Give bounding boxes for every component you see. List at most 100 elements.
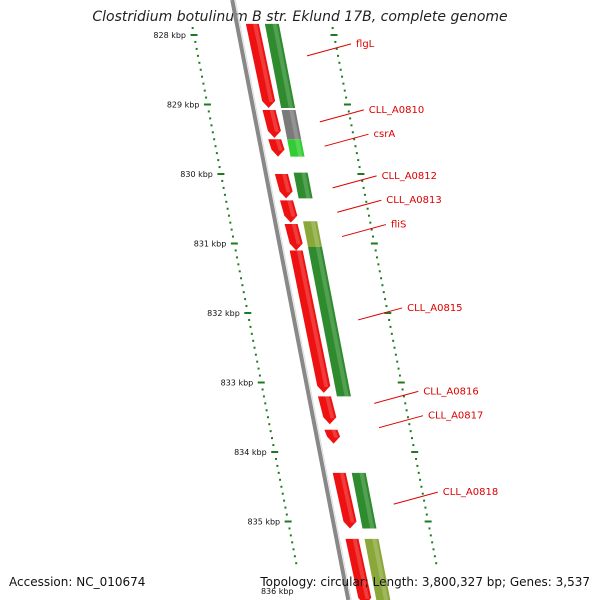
cds-body	[351, 472, 377, 529]
cds-shine	[252, 23, 274, 102]
backbone	[230, 0, 352, 600]
cds-shine	[291, 224, 301, 245]
cds-body	[245, 23, 276, 108]
cds-shine	[275, 139, 283, 151]
cds-feature	[284, 224, 303, 251]
genome-summary-text: Topology: circular; Length: 3,800,327 bp…	[260, 575, 590, 589]
gene-label-leader	[378, 415, 424, 429]
gene-label-leader	[374, 390, 419, 404]
gene-label-leader	[358, 307, 403, 321]
gene-label: CLL_A0810	[319, 105, 424, 123]
gene-label-leader	[306, 43, 352, 57]
cds-body	[284, 224, 303, 251]
cds-feature	[293, 172, 313, 199]
gene-label-text: CLL_A0816	[423, 386, 478, 397]
scale-tick-label: 830 kbp	[180, 170, 213, 179]
gene-label: CLL_A0813	[337, 195, 442, 213]
cds-feature	[264, 23, 296, 108]
cds-body	[345, 538, 372, 600]
gene-label: CLL_A0817	[378, 411, 483, 429]
gene-label-leader	[393, 491, 438, 505]
scale-tick-label: 828 kbp	[153, 31, 186, 40]
gene-label-text: fliS	[391, 220, 406, 231]
cds-feature	[351, 472, 377, 529]
cds-shine	[289, 110, 300, 140]
gene-label-text: CLL_A0817	[428, 411, 483, 422]
cds-feature	[274, 174, 293, 199]
scale-tick-label: 833 kbp	[221, 379, 254, 388]
cds-body	[324, 429, 341, 444]
backbone-highlight	[234, 0, 352, 600]
cds-shine	[352, 538, 370, 599]
cds-feature	[324, 429, 341, 444]
cds-body	[317, 396, 337, 425]
gene-label-text: csrA	[374, 129, 396, 140]
gene-label: CLL_A0815	[358, 303, 463, 321]
cds-feature	[289, 250, 331, 393]
cds-body	[289, 250, 331, 393]
cds-feature	[317, 396, 337, 425]
cds-body	[262, 110, 281, 138]
cds-shine	[310, 221, 320, 247]
gene-label-text: CLL_A0818	[443, 487, 498, 498]
gene-label: CLL_A0812	[332, 171, 437, 189]
cds-feature	[332, 472, 357, 529]
gene-label-text: CLL_A0815	[407, 303, 462, 314]
cds-shine	[287, 200, 296, 217]
scale-tick-label: 829 kbp	[167, 101, 200, 110]
cds-shine	[301, 172, 311, 199]
cds-feature	[262, 110, 281, 138]
cds-feature	[281, 110, 302, 140]
gene-label: CLL_A0818	[393, 487, 498, 505]
gene-label-text: CLL_A0810	[369, 105, 424, 116]
cds-feature	[268, 139, 285, 157]
cds-feature	[287, 139, 305, 157]
cds-shine	[331, 429, 339, 438]
cds-shine	[315, 246, 349, 397]
scale-tick-label: 832 kbp	[207, 309, 240, 318]
gene-label: CLL_A0816	[374, 386, 479, 404]
cds-body	[281, 110, 302, 140]
cds-shine	[272, 23, 294, 108]
cds-feature	[245, 23, 276, 108]
cds-shine	[294, 139, 303, 157]
scale-tick-label: 835 kbp	[248, 518, 281, 527]
gene-labels: flgL CLL_A0810 csrA CLL_A0812 CLL_A0813 fliS C…	[306, 39, 498, 505]
gene-label-text: flgL	[356, 39, 375, 50]
cds-body	[264, 23, 296, 108]
cds-feature	[364, 538, 391, 600]
accession-text: Accession: NC_010674	[9, 575, 146, 589]
feature-tracks	[245, 23, 391, 600]
scale-tick-label: 836 kbp	[261, 587, 294, 596]
gene-label: csrA	[324, 129, 396, 147]
cds-body	[287, 139, 305, 157]
cds-body	[293, 172, 313, 199]
cds-shine	[339, 472, 355, 523]
cds-shine	[296, 250, 329, 387]
gene-label: fliS	[341, 220, 406, 238]
cds-body	[268, 139, 285, 157]
cds-body	[308, 246, 351, 397]
cds-body	[303, 221, 323, 247]
cds-feature	[303, 221, 323, 247]
cds-shine	[282, 174, 291, 193]
gene-label-leader	[337, 199, 382, 213]
scale-ticks: 828 kbp 829 kbp 830 kbp 831 kbp 832 kbp 833 k…	[153, 27, 438, 596]
cds-feature	[308, 246, 351, 397]
cds-body	[280, 200, 298, 223]
gene-label-leader	[332, 175, 377, 189]
gene-label-text: CLL_A0813	[386, 195, 441, 206]
cds-shine	[325, 396, 335, 419]
backbone-line	[230, 0, 351, 600]
scale-tick-label: 831 kbp	[194, 240, 227, 249]
cds-feature	[280, 200, 298, 223]
gene-label-leader	[324, 133, 369, 147]
cds-body	[332, 472, 357, 529]
cds-shine	[359, 472, 375, 529]
map-title: Clostridium botulinum B str. Eklund 17B,…	[92, 9, 508, 25]
cds-body	[274, 174, 293, 199]
gene-label-text: CLL_A0812	[382, 171, 437, 182]
cds-shine	[372, 538, 389, 600]
gene-label-leader	[341, 224, 387, 238]
